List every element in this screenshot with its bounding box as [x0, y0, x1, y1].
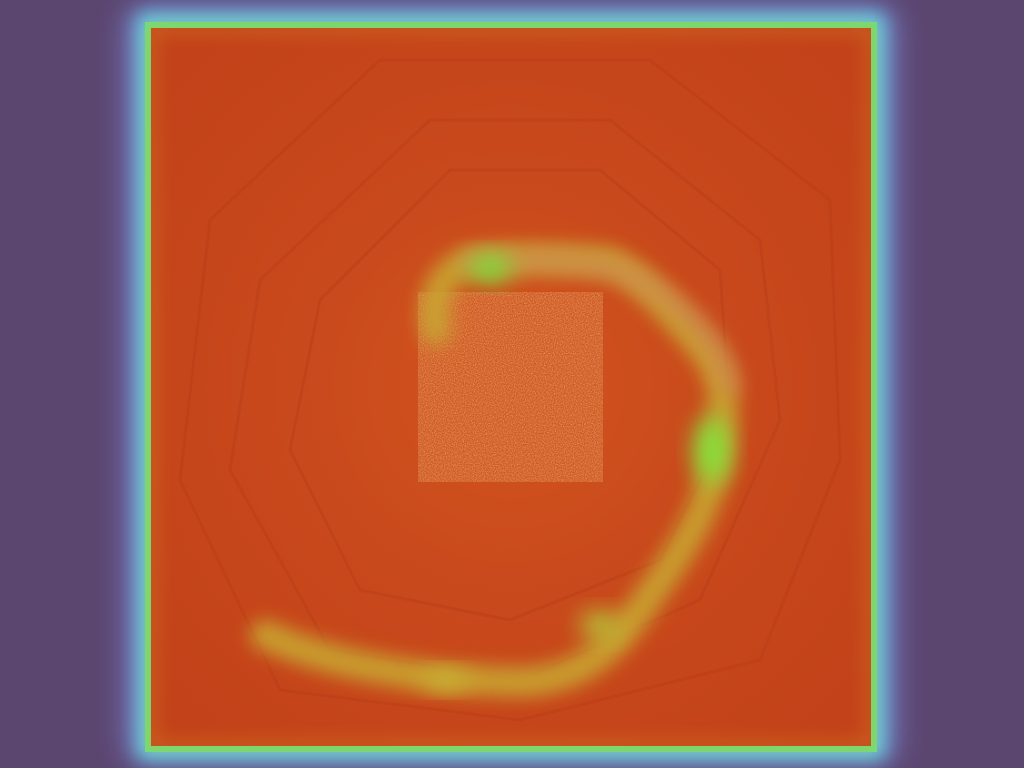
hot-spot: [694, 416, 730, 484]
hot-spot: [580, 611, 620, 639]
spiral-inner: [459, 249, 741, 396]
hot-spot: [421, 670, 469, 690]
inner-edge: [148, 25, 874, 749]
hot-spot: [468, 254, 512, 282]
